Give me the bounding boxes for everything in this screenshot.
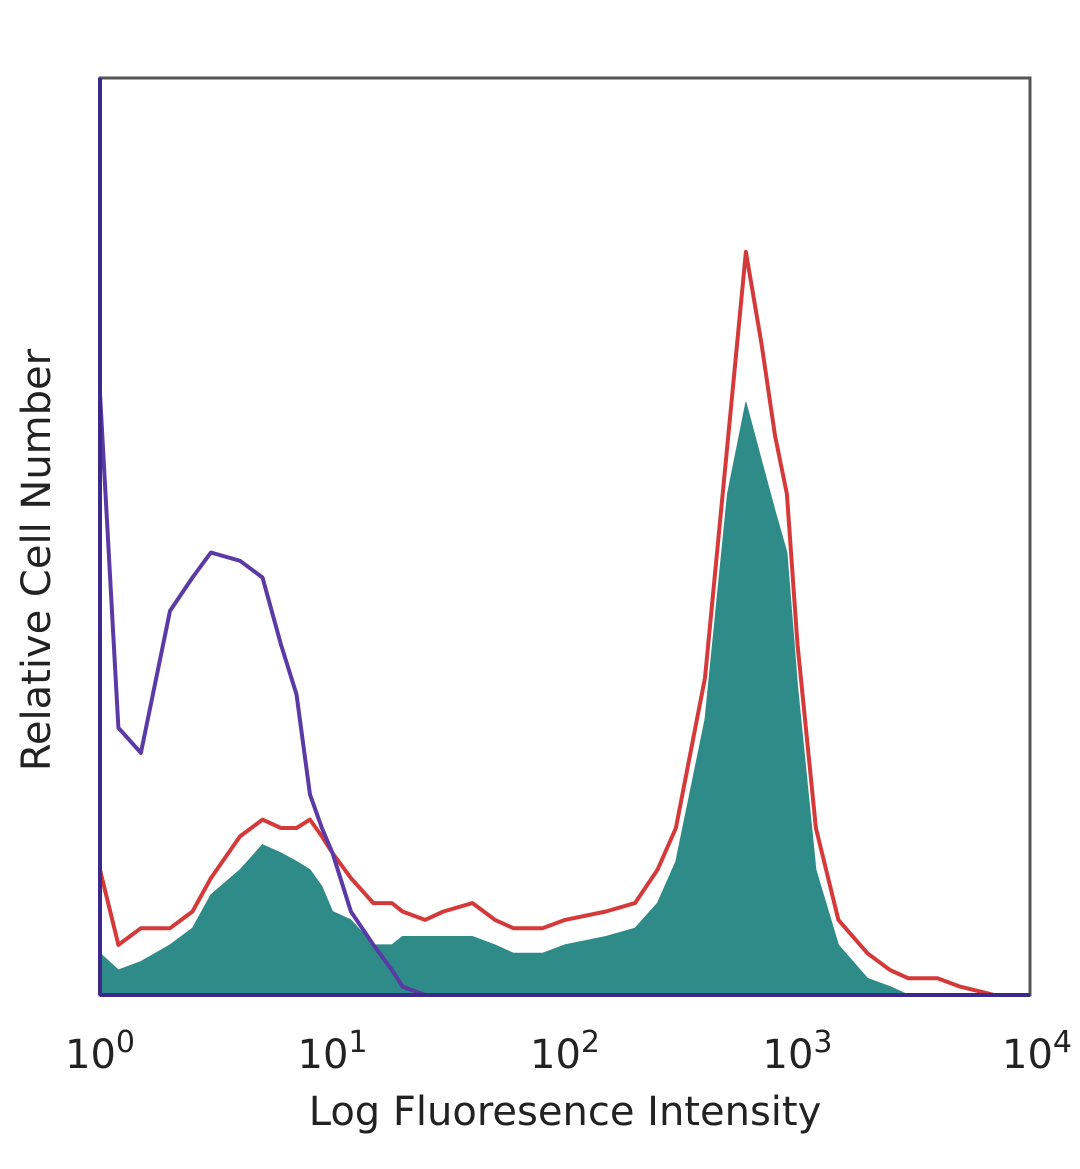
x-tick-exponent: 1: [348, 1025, 367, 1060]
x-tick-base: 10: [298, 1032, 349, 1078]
x-tick-exponent: 2: [581, 1025, 600, 1060]
x-tick-label: 103: [763, 1025, 833, 1078]
x-tick-exponent: 4: [1053, 1025, 1072, 1060]
x-tick-label: 104: [1002, 1025, 1072, 1078]
x-tick-base: 10: [1002, 1032, 1053, 1078]
series-fill-teal: [99, 401, 1030, 996]
x-axis-title: Log Fluoresence Intensity: [309, 1089, 822, 1135]
x-tick-base: 10: [530, 1032, 581, 1078]
x-tick-label: 101: [298, 1025, 368, 1078]
x-tick-base: 10: [763, 1032, 814, 1078]
y-axis-title: Relative Cell Number: [14, 348, 60, 771]
x-tick-base: 10: [65, 1032, 116, 1078]
x-tick-exponent: 0: [116, 1025, 135, 1060]
x-tick-labels: 100 101 102 103 104: [65, 1025, 1072, 1078]
series-line-red: [98, 249, 1030, 997]
x-tick-exponent: 3: [813, 1025, 832, 1060]
x-tick-label: 102: [530, 1025, 600, 1078]
plot-background: [100, 78, 1030, 995]
x-tick-label: 100: [65, 1025, 135, 1078]
